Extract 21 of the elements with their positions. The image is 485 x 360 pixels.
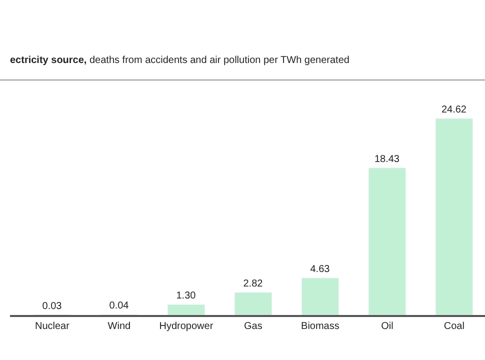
data-label: 4.63 [310, 264, 330, 276]
data-label: 1.30 [176, 290, 196, 302]
data-label: 0.04 [109, 300, 130, 312]
chart-title: ectricity source, [10, 54, 87, 66]
data-label: 0.03 [42, 300, 62, 312]
bar [368, 168, 406, 315]
x-tick-label: Gas [244, 320, 262, 332]
x-tick-label: Hydropower [159, 320, 214, 332]
x-tick-label: Nuclear [34, 320, 70, 332]
data-label: 2.82 [243, 278, 264, 290]
chart-subtitle: deaths from accidents and air pollution per TWh generated [89, 54, 350, 66]
bar [302, 278, 339, 315]
data-label: 24.62 [441, 104, 467, 116]
bar [234, 292, 272, 315]
x-tick-label: Wind [108, 320, 131, 332]
x-tick-label: Oil [381, 320, 394, 332]
x-tick-label: Biomass [301, 320, 340, 332]
bar [168, 304, 205, 315]
x-tick-label: Coal [444, 320, 464, 332]
data-label: 18.43 [374, 154, 400, 165]
bar [436, 118, 473, 315]
